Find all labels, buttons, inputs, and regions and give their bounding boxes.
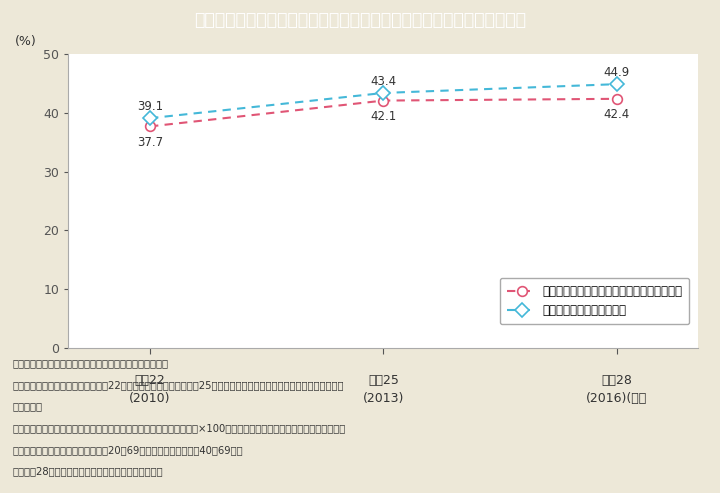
- Text: 平成25: 平成25: [368, 374, 399, 387]
- Text: 37.7: 37.7: [137, 136, 163, 149]
- Text: 宮がん（子宮頸がん）検診」が20～69歳，「乳がん検診」が40～69歳。: 宮がん（子宮頸がん）検診」が20～69歳，「乳がん検診」が40～69歳。: [13, 445, 243, 455]
- Text: 平成28: 平成28: [601, 374, 632, 387]
- Text: (2013): (2013): [363, 391, 404, 405]
- 子宮がん（子宮頸がん）検診（過去２年間）: [379, 98, 387, 104]
- Text: 平成22: 平成22: [135, 374, 166, 387]
- Text: (2010): (2010): [130, 391, 171, 405]
- Text: (%): (%): [15, 35, 37, 48]
- 子宮がん（子宮頸がん）検診（過去２年間）: [613, 96, 621, 102]
- 乳がん検診（過去２年間）: [145, 115, 154, 121]
- Text: 42.1: 42.1: [370, 110, 397, 123]
- Line: 乳がん検診（過去２年間）: 乳がん検診（過去２年間）: [145, 79, 621, 123]
- Text: ４．平成28年の数値は，熊本県を除いたものである。: ４．平成28年の数値は，熊本県を除いたものである。: [13, 466, 163, 476]
- Text: (2016)(年）: (2016)(年）: [586, 391, 647, 405]
- Legend: 子宮がん（子宮頸がん）検診（過去２年間）, 乳がん検診（過去２年間）: 子宮がん（子宮頸がん）検診（過去２年間）, 乳がん検診（過去２年間）: [500, 278, 689, 324]
- Text: 調査。: 調査。: [13, 401, 43, 412]
- 子宮がん（子宮頸がん）検診（過去２年間）: [145, 123, 154, 129]
- Text: 42.4: 42.4: [603, 108, 630, 121]
- Text: ３．受診率は，「検診受診者数」／「世帯人員数（入院者除く。）」×100により算出。なお，対象は女性，年齢は「子: ３．受診率は，「検診受診者数」／「世帯人員数（入院者除く。）」×100により算出…: [13, 423, 346, 433]
- Text: 44.9: 44.9: [603, 67, 630, 79]
- 乳がん検診（過去２年間）: [379, 90, 387, 96]
- Text: Ｉ－５－３図　子宮がん（子宮頸がん）及び乳がん検診の受診率の推移: Ｉ－５－３図 子宮がん（子宮頸がん）及び乳がん検診の受診率の推移: [194, 11, 526, 29]
- 乳がん検診（過去２年間）: [613, 81, 621, 87]
- Text: ２．子宮がん検診については，平成22年は「子宮がん検診」，平成25年以降は「子宮がん（子宮頸がん）検診」として: ２．子宮がん検診については，平成22年は「子宮がん検診」，平成25年以降は「子宮…: [13, 380, 344, 390]
- Text: （備考）１．厚生労働省「国民生活基礎調査」より作成。: （備考）１．厚生労働省「国民生活基礎調査」より作成。: [13, 358, 169, 368]
- Text: 43.4: 43.4: [370, 75, 397, 88]
- Line: 子宮がん（子宮頸がん）検診（過去２年間）: 子宮がん（子宮頸がん）検診（過去２年間）: [145, 94, 621, 131]
- Text: 39.1: 39.1: [137, 101, 163, 113]
